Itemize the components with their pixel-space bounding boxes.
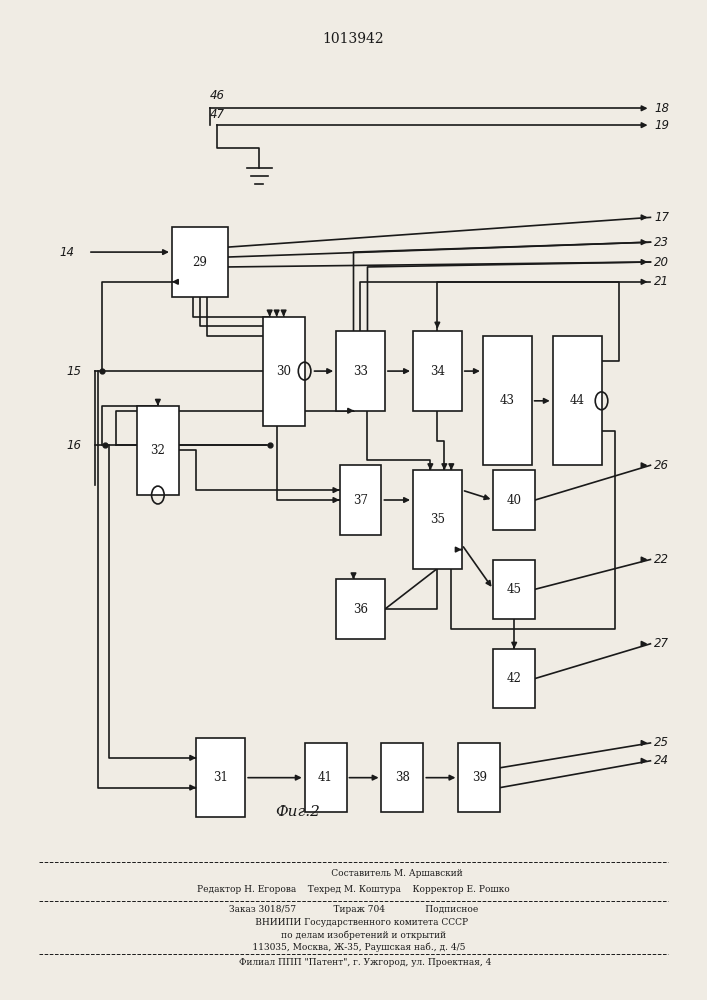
- Text: 16: 16: [66, 439, 81, 452]
- Text: ВНИИПИ Государственного комитета СССР: ВНИИПИ Государственного комитета СССР: [238, 918, 469, 927]
- Text: 113035, Москва, Ж-35, Раушская наб., д. 4/5: 113035, Москва, Ж-35, Раушская наб., д. …: [241, 942, 466, 952]
- Text: 27: 27: [654, 637, 669, 650]
- Text: 30: 30: [276, 365, 291, 378]
- Text: 14: 14: [59, 246, 74, 259]
- Text: 35: 35: [430, 513, 445, 526]
- FancyBboxPatch shape: [172, 227, 228, 297]
- Text: 47: 47: [210, 108, 226, 121]
- FancyBboxPatch shape: [339, 465, 382, 535]
- Text: 19: 19: [654, 119, 669, 132]
- Text: 31: 31: [214, 771, 228, 784]
- Text: 15: 15: [66, 365, 81, 378]
- Text: 24: 24: [654, 754, 669, 767]
- FancyBboxPatch shape: [382, 743, 423, 812]
- FancyBboxPatch shape: [553, 336, 602, 465]
- Text: 18: 18: [654, 102, 669, 115]
- FancyBboxPatch shape: [493, 560, 535, 619]
- Text: Редактор Н. Егорова    Техред М. Коштура    Корректор Е. Рошко: Редактор Н. Егорова Техред М. Коштура Ко…: [197, 885, 510, 894]
- Text: Составитель М. Аршавский: Составитель М. Аршавский: [245, 869, 462, 878]
- Text: 25: 25: [654, 736, 669, 749]
- Text: 20: 20: [654, 255, 669, 268]
- Text: 37: 37: [353, 493, 368, 506]
- FancyBboxPatch shape: [413, 331, 462, 411]
- Text: 32: 32: [151, 444, 165, 457]
- Text: 22: 22: [654, 553, 669, 566]
- Text: 43: 43: [500, 394, 515, 407]
- FancyBboxPatch shape: [263, 317, 305, 426]
- Text: 39: 39: [472, 771, 486, 784]
- FancyBboxPatch shape: [137, 406, 179, 495]
- Text: 33: 33: [353, 365, 368, 378]
- Text: 41: 41: [318, 771, 333, 784]
- Text: 38: 38: [395, 771, 410, 784]
- Text: 17: 17: [654, 211, 669, 224]
- Text: 29: 29: [192, 255, 207, 268]
- Text: 36: 36: [353, 603, 368, 616]
- Text: Филиал ППП "Патент", г. Ужгород, ул. Проектная, 4: Филиал ППП "Патент", г. Ужгород, ул. Про…: [216, 958, 491, 967]
- FancyBboxPatch shape: [458, 743, 501, 812]
- FancyBboxPatch shape: [493, 649, 535, 708]
- FancyBboxPatch shape: [483, 336, 532, 465]
- Text: 1013942: 1013942: [322, 32, 385, 46]
- Text: 21: 21: [654, 275, 669, 288]
- Text: 42: 42: [507, 672, 522, 685]
- FancyBboxPatch shape: [413, 470, 462, 569]
- Text: 23: 23: [654, 236, 669, 249]
- Text: 26: 26: [654, 459, 669, 472]
- FancyBboxPatch shape: [336, 331, 385, 411]
- Text: 45: 45: [507, 583, 522, 596]
- Text: 40: 40: [507, 493, 522, 506]
- Text: 44: 44: [570, 394, 585, 407]
- Text: Фиг.2: Фиг.2: [275, 805, 320, 819]
- FancyBboxPatch shape: [197, 738, 245, 817]
- FancyBboxPatch shape: [493, 470, 535, 530]
- Text: Заказ 3018/57             Тираж 704              Подписное: Заказ 3018/57 Тираж 704 Подписное: [229, 905, 478, 914]
- Text: 34: 34: [430, 365, 445, 378]
- FancyBboxPatch shape: [336, 579, 385, 639]
- FancyBboxPatch shape: [305, 743, 346, 812]
- Text: по делам изобретений и открытий: по делам изобретений и открытий: [261, 930, 446, 940]
- Text: 46: 46: [210, 89, 226, 102]
